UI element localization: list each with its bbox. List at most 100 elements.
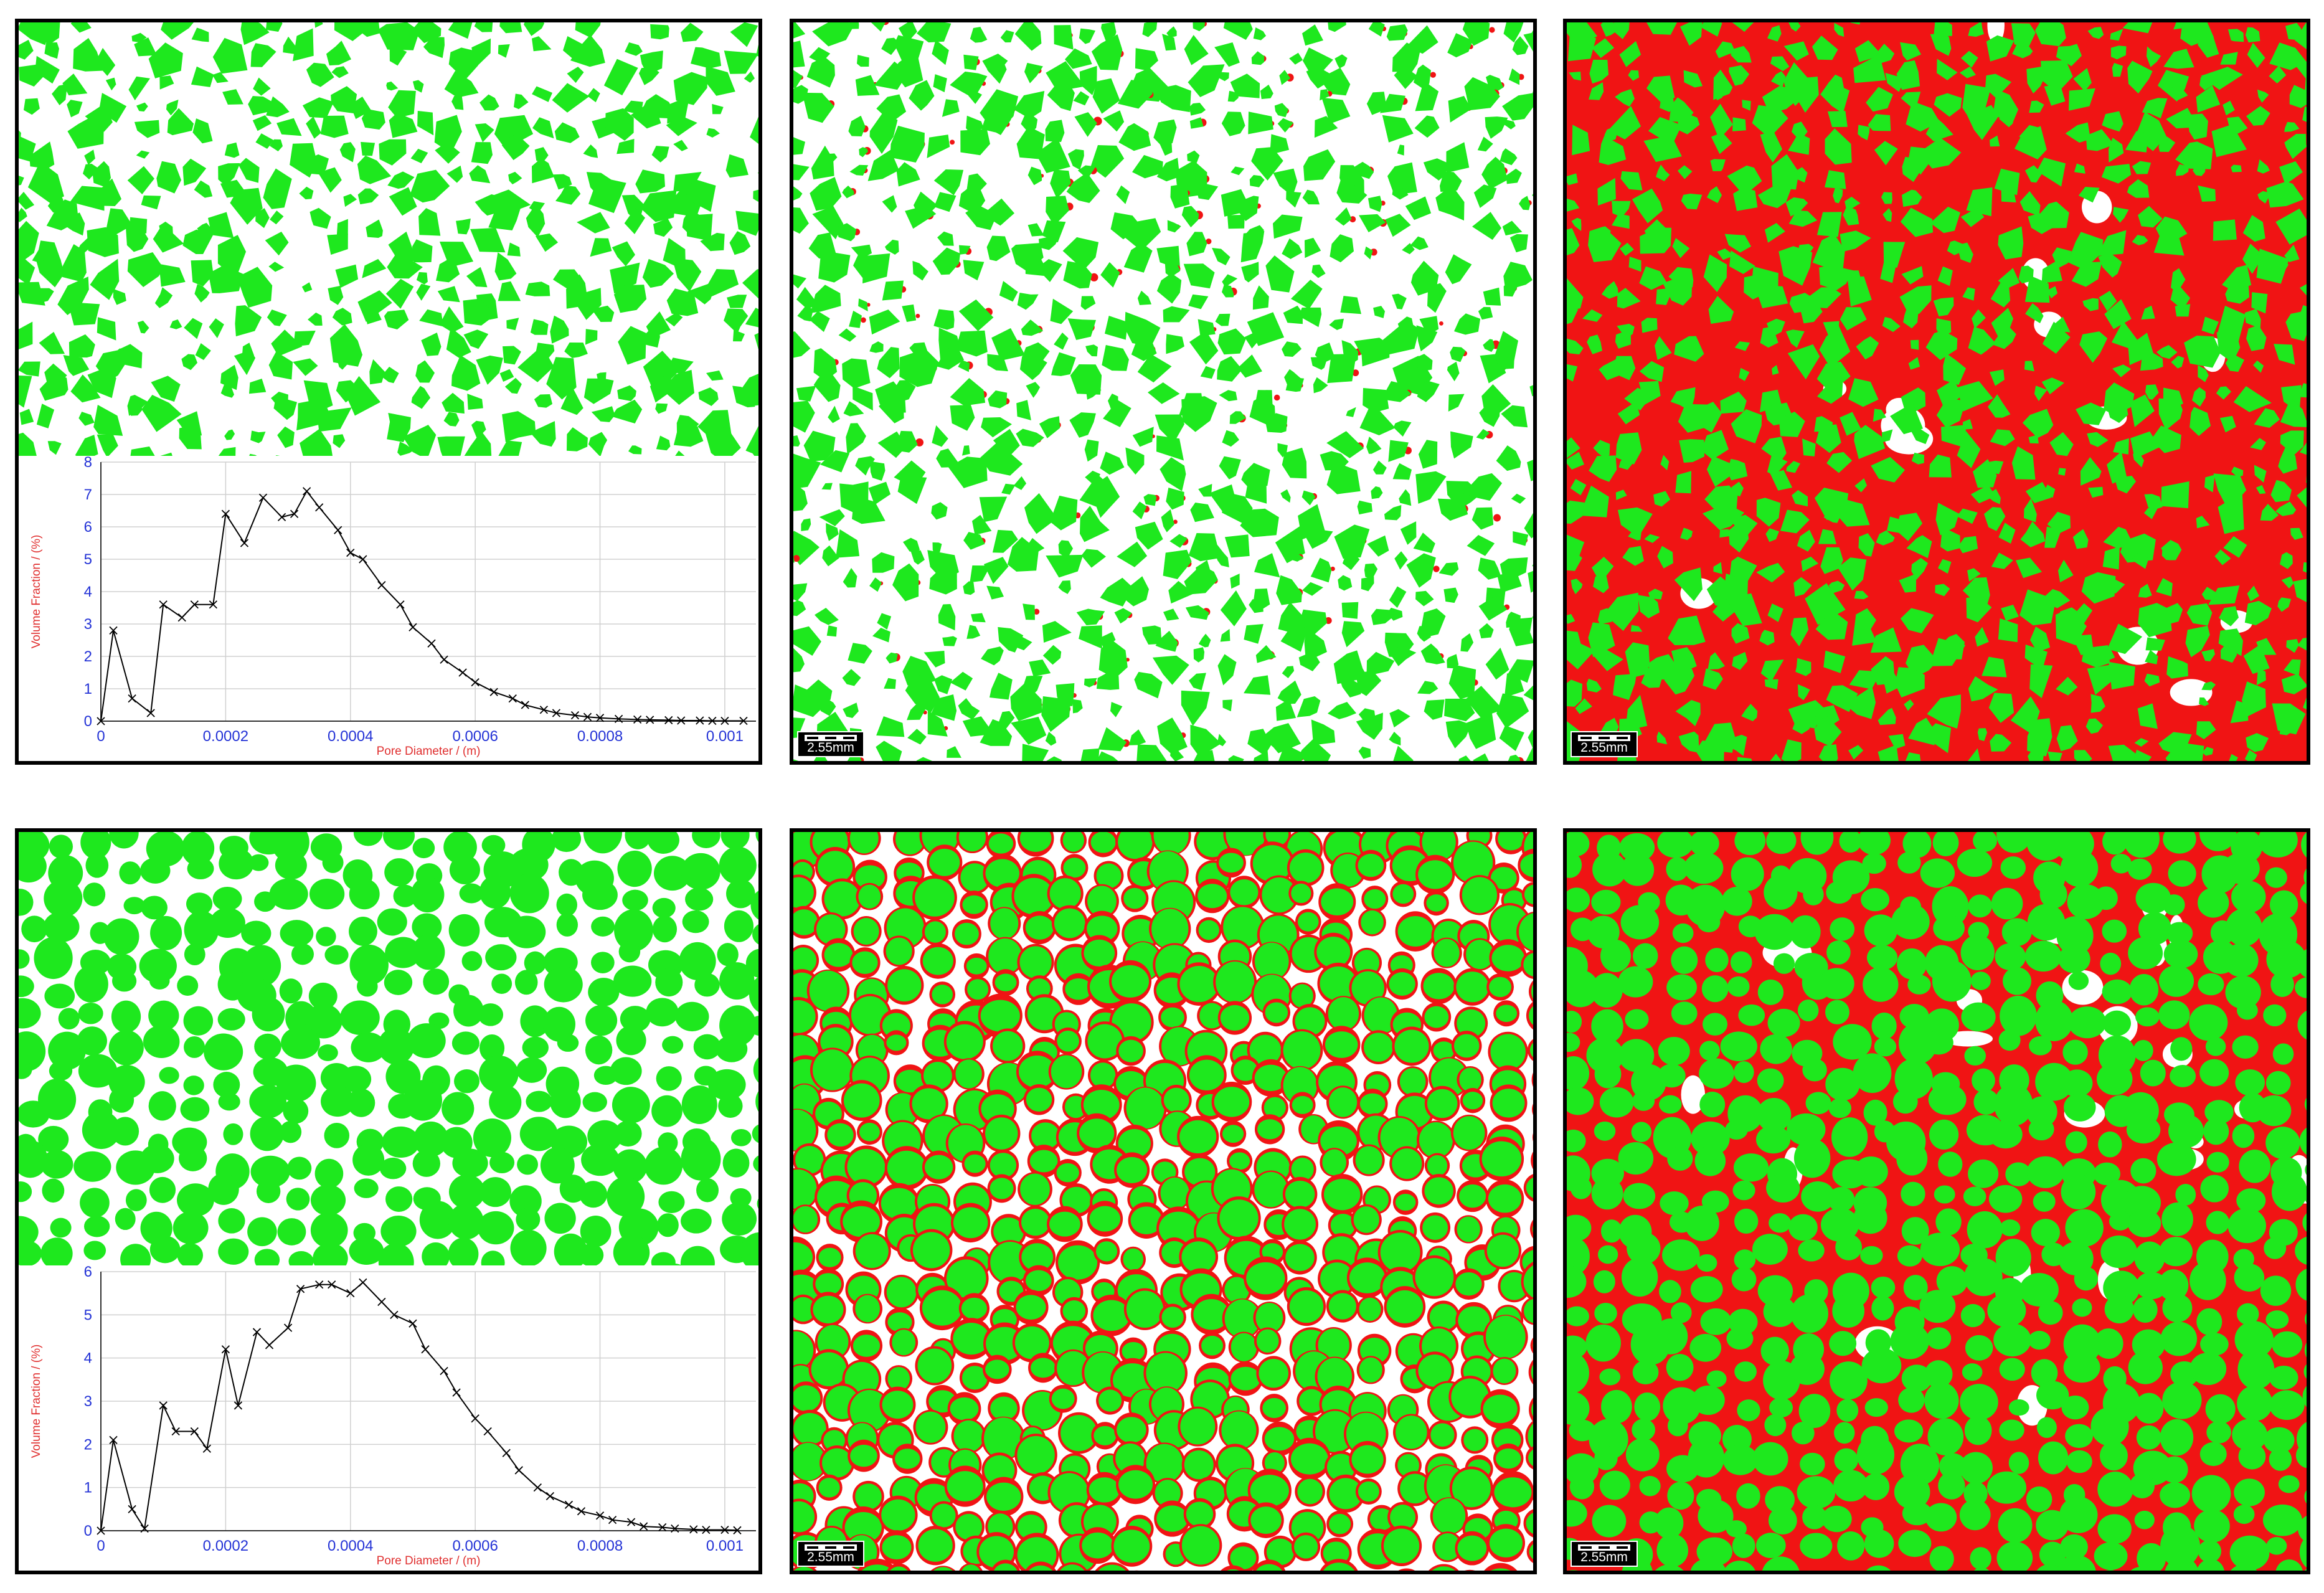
- grain: [1760, 1336, 1789, 1366]
- grain: [2161, 481, 2189, 509]
- grain: [1593, 575, 1609, 593]
- grain: [1757, 979, 1784, 1005]
- grain: [1452, 1469, 1491, 1508]
- grain: [318, 167, 342, 193]
- grain: [1010, 683, 1042, 721]
- grain: [793, 1501, 815, 1533]
- data-point: [128, 1505, 136, 1513]
- grain: [1116, 185, 1130, 204]
- grain: [1964, 1416, 1992, 1445]
- grain: [1045, 732, 1057, 746]
- grain: [1105, 316, 1128, 340]
- data-point: [696, 716, 704, 725]
- grain: [2279, 161, 2303, 185]
- grain: [1840, 230, 1871, 252]
- grain: [2158, 1269, 2189, 1302]
- grain: [2161, 548, 2175, 560]
- grain: [2062, 1039, 2088, 1065]
- grain: [1021, 319, 1044, 336]
- grain: [2295, 977, 2307, 998]
- grain: [218, 1092, 240, 1111]
- grain: [1868, 114, 1891, 131]
- grain: [1684, 852, 1724, 884]
- panel-row1-full-fill: 2.55mm: [1563, 19, 2310, 765]
- grain: [95, 47, 116, 76]
- grain: [2201, 681, 2216, 691]
- grain: [1264, 1097, 1286, 1118]
- grain: [992, 529, 1018, 553]
- grain: [793, 1331, 814, 1369]
- grain: [70, 186, 105, 211]
- grain: [1294, 1534, 1318, 1559]
- grain: [1016, 428, 1044, 447]
- grain: [177, 1242, 203, 1268]
- grain: [1679, 439, 1704, 463]
- grain: [1500, 148, 1518, 166]
- y-tick-label: 6: [84, 519, 92, 536]
- grain: [1359, 1297, 1381, 1321]
- grain: [580, 1216, 612, 1247]
- grain: [2237, 1001, 2258, 1020]
- grain: [1760, 326, 1778, 348]
- grain: [1567, 36, 1597, 62]
- grain: [881, 1188, 917, 1219]
- grain: [21, 915, 48, 943]
- grain: [950, 71, 988, 97]
- grain: [2229, 1535, 2270, 1571]
- grain: [2198, 1539, 2222, 1563]
- grain: [1793, 1138, 1831, 1178]
- grain: [1675, 700, 1701, 727]
- grain: [1783, 41, 1809, 61]
- grain: [1730, 951, 1752, 974]
- grain: [1368, 22, 1385, 37]
- grain: [724, 910, 754, 942]
- grain: [2278, 447, 2298, 474]
- grain: [2104, 299, 2132, 329]
- grain: [1708, 296, 1734, 324]
- grain: [532, 36, 552, 52]
- grain: [1245, 480, 1267, 504]
- grain: [2293, 579, 2307, 602]
- grain: [2202, 747, 2214, 756]
- grain: [1473, 753, 1489, 761]
- pore-speck: [1433, 565, 1440, 572]
- data-point: [471, 678, 479, 687]
- grain: [1282, 666, 1295, 678]
- grain: [2001, 918, 2032, 947]
- grain: [1273, 214, 1303, 239]
- grain: [419, 1201, 456, 1239]
- grain: [377, 908, 407, 936]
- grain: [1691, 1558, 1726, 1571]
- grain: [1679, 22, 1703, 46]
- grain: [2198, 185, 2216, 202]
- grain: [141, 395, 182, 432]
- grain: [588, 179, 626, 214]
- grain: [895, 430, 918, 453]
- grain: [882, 1013, 910, 1039]
- grain: [1612, 214, 1630, 229]
- grain: [2284, 134, 2307, 159]
- grain: [1699, 1058, 1734, 1089]
- grain: [2205, 1394, 2236, 1424]
- grain: [810, 177, 842, 211]
- grain: [993, 428, 1020, 458]
- grain: [320, 115, 349, 138]
- grain: [1927, 694, 1961, 729]
- grain: [387, 413, 411, 442]
- grain: [1254, 750, 1268, 761]
- grain: [1991, 552, 2013, 569]
- grain: [793, 909, 818, 935]
- grain: [2305, 1165, 2307, 1175]
- grain: [68, 334, 95, 358]
- grain: [1285, 1244, 1315, 1272]
- grain: [2158, 136, 2176, 152]
- grain: [1907, 975, 1931, 995]
- grain: [148, 42, 183, 78]
- grain: [2251, 292, 2268, 314]
- grain: [2088, 486, 2104, 498]
- grain: [1387, 607, 1403, 621]
- grain: [1567, 278, 1584, 311]
- grain: [1023, 603, 1035, 620]
- grain: [2005, 1162, 2032, 1186]
- grain: [1039, 237, 1059, 250]
